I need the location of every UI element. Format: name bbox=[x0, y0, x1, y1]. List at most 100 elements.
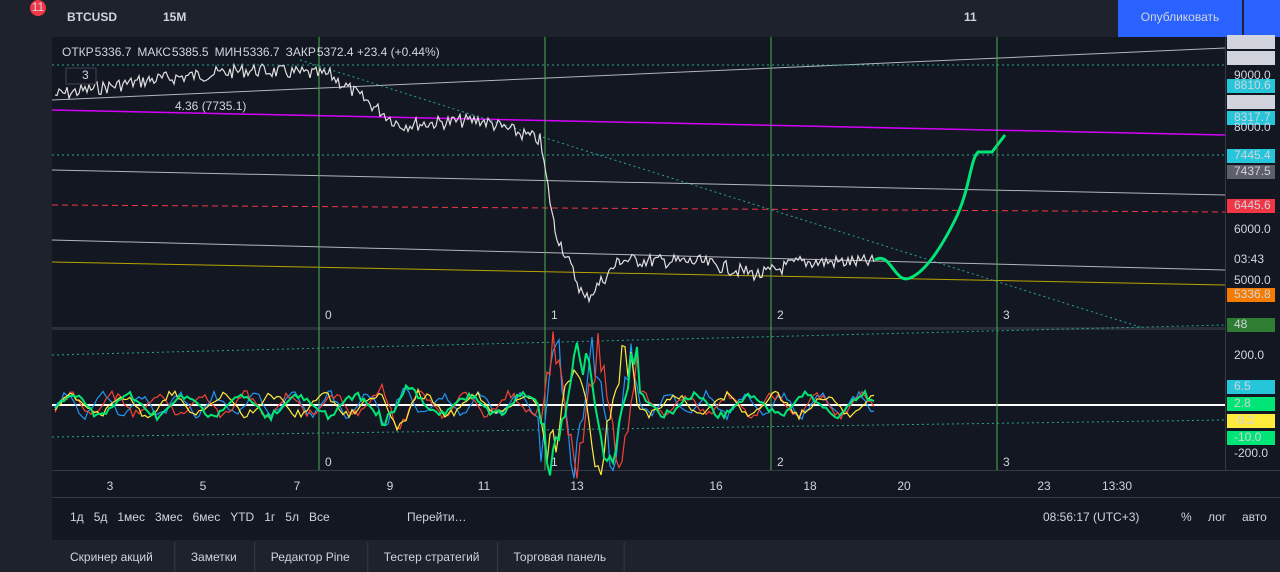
price-badge bbox=[1227, 95, 1275, 109]
time-label: 11 bbox=[478, 479, 491, 493]
price-badge bbox=[1227, 35, 1275, 49]
publish-button-bg[interactable] bbox=[1118, 0, 1242, 37]
price-line bbox=[54, 62, 875, 304]
symbol[interactable]: BTCUSD bbox=[67, 10, 117, 24]
notification-count: 11 bbox=[32, 0, 45, 14]
axis-label: 6000.0 bbox=[1234, 222, 1271, 236]
price-badge bbox=[1227, 431, 1275, 445]
axis-label: 9000.0 bbox=[1234, 68, 1271, 82]
session-marker: 2 bbox=[777, 308, 784, 322]
range-button[interactable]: 6мес bbox=[193, 510, 221, 524]
time-label: 5 bbox=[200, 479, 207, 493]
legend-value: 5385.5 bbox=[172, 45, 209, 59]
price-axis-border bbox=[1225, 37, 1226, 470]
oscillator-line bbox=[54, 342, 875, 476]
axis-label: 7437.5 bbox=[1234, 164, 1271, 178]
counter-box bbox=[65, 67, 97, 85]
forecast-curve bbox=[874, 134, 1007, 281]
interval[interactable]: 15M bbox=[163, 10, 186, 24]
tab[interactable]: Торговая панель bbox=[514, 550, 607, 564]
level-line bbox=[51, 204, 1226, 213]
axis-label: 9661.4 bbox=[1234, 34, 1271, 48]
publish-button[interactable]: Опубликовать bbox=[1141, 10, 1219, 24]
range-button[interactable]: 3мес bbox=[155, 510, 183, 524]
price-badge bbox=[1227, 51, 1275, 65]
price-badge bbox=[1227, 111, 1275, 125]
time-label: 13:30 bbox=[1102, 479, 1132, 493]
time-label: 13 bbox=[570, 479, 584, 493]
price-badge bbox=[1227, 165, 1275, 179]
level-line bbox=[51, 261, 1226, 286]
play-button[interactable] bbox=[1244, 0, 1280, 37]
price-badge bbox=[1227, 79, 1275, 93]
session-marker: 3 bbox=[1003, 308, 1010, 322]
axis-label: -9.2 bbox=[1234, 413, 1255, 427]
tab[interactable]: Заметки bbox=[191, 550, 237, 564]
scale-option[interactable]: авто bbox=[1242, 510, 1267, 524]
session-marker: 1 bbox=[551, 308, 558, 322]
price-badge bbox=[1227, 397, 1275, 411]
axis-label: 2.8 bbox=[1234, 396, 1251, 410]
tab[interactable]: Скринер акций bbox=[70, 550, 153, 564]
level-line bbox=[51, 47, 1226, 101]
range-button[interactable]: 5л bbox=[285, 510, 299, 524]
legend-label: ОТКР bbox=[62, 45, 94, 59]
tab[interactable]: Редактор Pine bbox=[271, 550, 350, 564]
time-label: 9 bbox=[387, 479, 394, 493]
axis-label: 6.5 bbox=[1234, 379, 1251, 393]
time-label: 23 bbox=[1037, 479, 1051, 493]
axis-label: 8000.0 bbox=[1234, 120, 1271, 134]
time-label: 3 bbox=[107, 479, 114, 493]
axis-label: 200.0 bbox=[1234, 348, 1264, 362]
level-line bbox=[51, 239, 1226, 271]
alerts-count: 11 bbox=[964, 10, 977, 24]
axis-label: 6445.6 bbox=[1234, 198, 1271, 212]
range-button[interactable]: 1мес bbox=[117, 510, 145, 524]
legend-value: 5336.7 bbox=[243, 45, 280, 59]
session-marker: 2 bbox=[777, 455, 784, 469]
legend-value: 5372.4 +23.4 (+0.44%) bbox=[317, 45, 440, 59]
notification-badge bbox=[30, 0, 46, 16]
pane-separator bbox=[52, 327, 1225, 330]
axis-label: 8552.7 bbox=[1234, 94, 1271, 108]
scale-option[interactable]: лог bbox=[1208, 510, 1227, 524]
legend-label: МАКС bbox=[137, 45, 171, 59]
channel-line bbox=[51, 419, 1226, 438]
time-label: 7 bbox=[294, 479, 301, 493]
price-badge bbox=[1227, 199, 1275, 213]
axis-label: 8810.6 bbox=[1234, 78, 1271, 92]
range-bar-border bbox=[52, 497, 1280, 498]
trend-line bbox=[51, 109, 1226, 136]
price-badge bbox=[1227, 380, 1275, 394]
time-label: 20 bbox=[897, 479, 911, 493]
range-button[interactable]: 1д bbox=[70, 510, 84, 524]
axis-label: 7445.4 bbox=[1234, 148, 1271, 162]
session-marker: 0 bbox=[325, 455, 332, 469]
range-button[interactable]: Все bbox=[309, 510, 330, 524]
axis-label: 03:43 bbox=[1234, 252, 1264, 266]
range-button[interactable]: YTD bbox=[230, 510, 254, 524]
legend-label: ЗАКР bbox=[286, 45, 316, 59]
axis-label: 48 bbox=[1234, 317, 1248, 331]
time-label: 18 bbox=[803, 479, 817, 493]
range-button[interactable]: 5д bbox=[94, 510, 108, 524]
axis-label: 8317.7 bbox=[1234, 110, 1271, 124]
legend-counter: 3 bbox=[82, 68, 89, 82]
axis-label: 9455.9 bbox=[1234, 50, 1271, 64]
top-toolbar bbox=[0, 0, 1280, 37]
range-button[interactable]: 1г bbox=[264, 510, 276, 524]
session-marker: 0 bbox=[325, 308, 332, 322]
tab[interactable]: Тестер стратегий bbox=[384, 550, 480, 564]
channel-line bbox=[299, 59, 1141, 328]
price-badge bbox=[1227, 288, 1275, 302]
goto-button[interactable]: Перейти… bbox=[407, 510, 467, 524]
price-badge bbox=[1227, 318, 1275, 332]
scale-option[interactable]: % bbox=[1181, 510, 1192, 524]
axis-label: 5000.0 bbox=[1234, 273, 1271, 287]
bottom-tabs-bar bbox=[52, 540, 1280, 572]
left-toolbar bbox=[0, 37, 52, 572]
axis-label: 5336.8 bbox=[1234, 287, 1271, 301]
